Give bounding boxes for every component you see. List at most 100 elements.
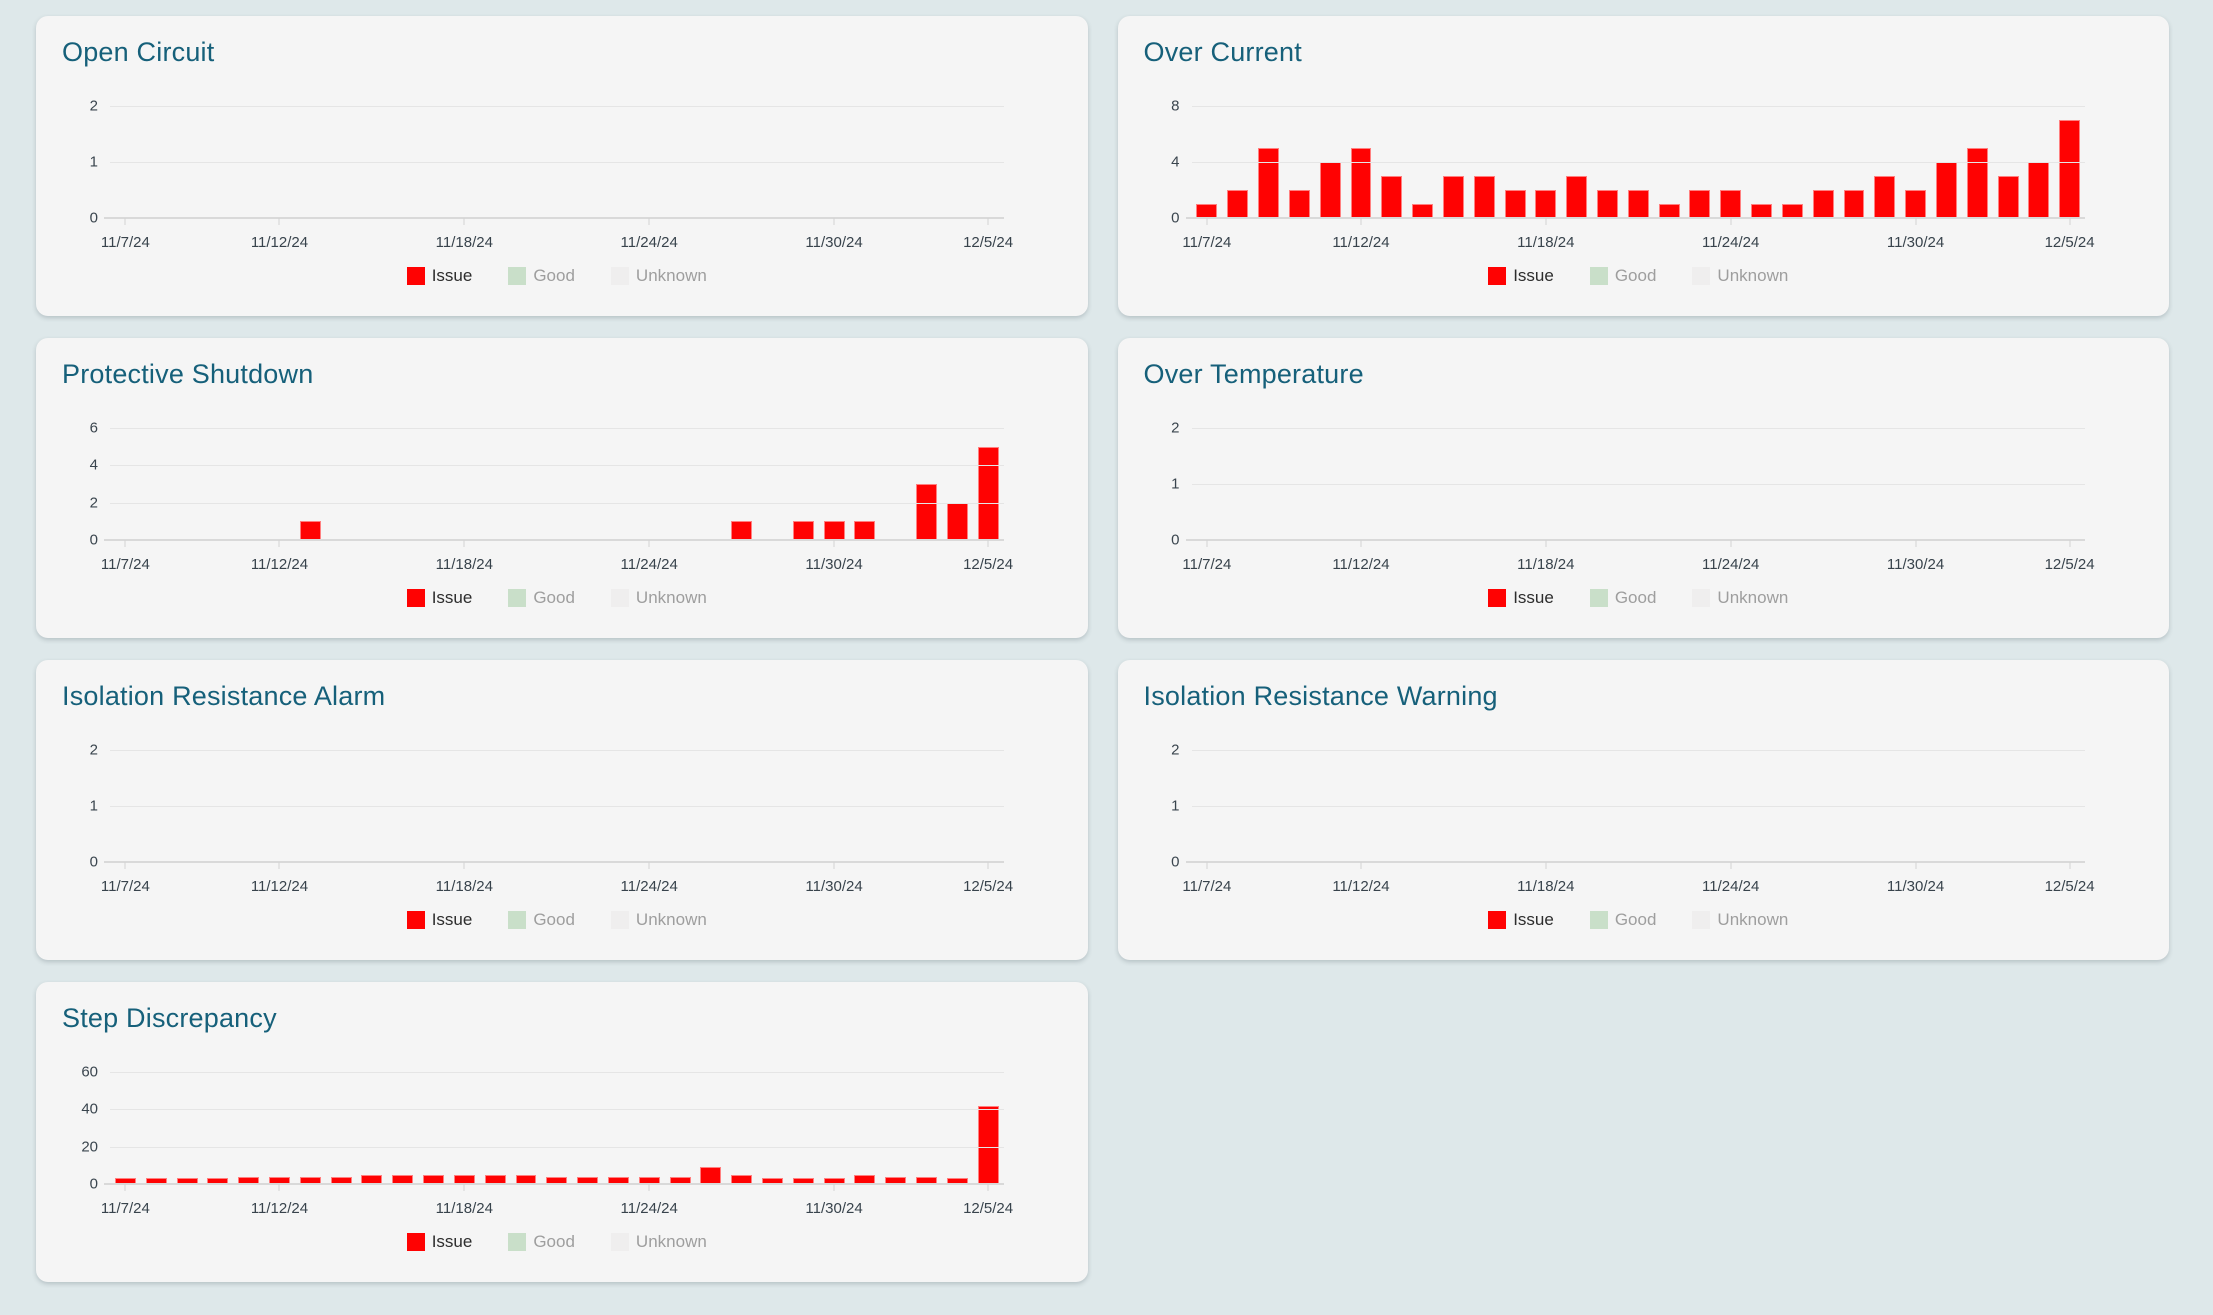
issue-bar[interactable] xyxy=(731,521,753,540)
legend-item-issue[interactable]: Issue xyxy=(406,266,472,286)
issue-bar[interactable] xyxy=(731,1174,753,1184)
issue-bar[interactable] xyxy=(1843,190,1865,218)
issue-bar[interactable] xyxy=(299,1176,321,1184)
legend-item-unknown[interactable]: Unknown xyxy=(1692,588,1788,608)
issue-bar[interactable] xyxy=(299,521,321,540)
issue-bar[interactable] xyxy=(207,1178,229,1184)
issue-bar[interactable] xyxy=(823,1178,845,1184)
issue-bar[interactable] xyxy=(823,521,845,540)
issue-bar[interactable] xyxy=(1535,190,1557,218)
issue-bar[interactable] xyxy=(330,1176,352,1184)
issue-bar[interactable] xyxy=(1566,176,1588,218)
issue-bar[interactable] xyxy=(453,1174,475,1184)
legend-item-good[interactable]: Good xyxy=(508,266,575,286)
legend-item-issue[interactable]: Issue xyxy=(1488,266,1554,286)
issue-bar[interactable] xyxy=(515,1174,537,1184)
issue-bar[interactable] xyxy=(1412,204,1434,218)
issue-bar[interactable] xyxy=(484,1174,506,1184)
x-tick-label: 11/18/24 xyxy=(435,556,493,573)
legend-item-issue[interactable]: Issue xyxy=(406,1232,472,1252)
issue-bar[interactable] xyxy=(854,1174,876,1184)
issue-bar[interactable] xyxy=(669,1176,691,1184)
x-tick-label: 11/24/24 xyxy=(620,1200,678,1217)
issue-bar[interactable] xyxy=(546,1176,568,1184)
legend-item-issue[interactable]: Issue xyxy=(1488,588,1554,608)
issue-bar[interactable] xyxy=(1997,176,2019,218)
legend-item-good[interactable]: Good xyxy=(508,910,575,930)
issue-bar[interactable] xyxy=(238,1176,260,1184)
issue-bar[interactable] xyxy=(762,1178,783,1184)
legend-item-good[interactable]: Good xyxy=(508,1232,575,1252)
issue-bar[interactable] xyxy=(977,446,999,540)
legend-item-unknown[interactable]: Unknown xyxy=(610,588,707,608)
chart-title: Isolation Resistance Alarm xyxy=(62,681,386,711)
bar-slot xyxy=(449,428,480,540)
bar-slot xyxy=(449,1072,480,1184)
issue-bar[interactable] xyxy=(1874,176,1896,218)
issue-bar[interactable] xyxy=(607,1176,629,1184)
issue-bar[interactable] xyxy=(916,1176,937,1184)
issue-bar[interactable] xyxy=(885,1176,907,1184)
legend-item-issue[interactable]: Issue xyxy=(406,588,472,608)
legend-item-unknown[interactable]: Unknown xyxy=(610,266,707,286)
legend-item-issue[interactable]: Issue xyxy=(1488,910,1554,930)
issue-bar[interactable] xyxy=(854,521,876,540)
bar-slot xyxy=(295,1072,326,1184)
issue-bar[interactable] xyxy=(145,1178,167,1184)
bar-slot xyxy=(603,1072,634,1184)
issue-bar[interactable] xyxy=(1627,190,1649,218)
issue-bar[interactable] xyxy=(1812,190,1834,218)
issue-bar[interactable] xyxy=(1288,190,1310,218)
legend-item-unknown[interactable]: Unknown xyxy=(610,910,707,930)
issue-bar[interactable] xyxy=(2059,120,2081,218)
bar-slot xyxy=(1253,106,1284,218)
issue-bar[interactable] xyxy=(700,1167,722,1184)
legend-item-good[interactable]: Good xyxy=(508,588,575,608)
issue-bar[interactable] xyxy=(1350,148,1372,218)
issue-bar[interactable] xyxy=(2028,162,2050,218)
issue-bar[interactable] xyxy=(1751,204,1772,218)
issue-bar[interactable] xyxy=(1381,176,1403,218)
issue-bar[interactable] xyxy=(1227,190,1249,218)
issue-bar[interactable] xyxy=(361,1174,383,1184)
legend-label: Issue xyxy=(431,910,473,929)
legend-item-unknown[interactable]: Unknown xyxy=(1692,266,1788,286)
issue-bar[interactable] xyxy=(1473,176,1495,218)
legend-item-good[interactable]: Good xyxy=(1589,588,1656,608)
issue-bar[interactable] xyxy=(1781,204,1803,218)
issue-bar[interactable] xyxy=(946,1178,968,1184)
issue-bar[interactable] xyxy=(1905,190,1927,218)
issue-bar[interactable] xyxy=(946,502,968,540)
issue-bar[interactable] xyxy=(792,521,814,540)
legend-item-unknown[interactable]: Unknown xyxy=(610,1232,707,1252)
issue-bar[interactable] xyxy=(916,484,937,540)
issue-bar[interactable] xyxy=(1442,176,1464,218)
issue-bar[interactable] xyxy=(1258,148,1279,218)
issue-bar[interactable] xyxy=(1689,190,1711,218)
issue-bar[interactable] xyxy=(1504,190,1526,218)
legend-item-good[interactable]: Good xyxy=(1589,910,1656,930)
legend-item-unknown[interactable]: Unknown xyxy=(1692,910,1788,930)
issue-bar[interactable] xyxy=(1935,162,1957,218)
issue-bar[interactable] xyxy=(176,1178,198,1184)
issue-bar[interactable] xyxy=(392,1174,414,1184)
issue-bar[interactable] xyxy=(1658,204,1680,218)
bar-slot xyxy=(511,1072,542,1184)
issue-bar[interactable] xyxy=(638,1176,660,1184)
issue-bar[interactable] xyxy=(1319,162,1341,218)
issue-bar[interactable] xyxy=(1720,190,1742,218)
legend-item-issue[interactable]: Issue xyxy=(406,910,473,930)
chart-card-open-circuit: Open Circuit 0 1 2 11/7/24 11/12/24 11/18/24… xyxy=(36,16,1088,316)
legend-item-good[interactable]: Good xyxy=(1589,266,1656,286)
issue-bar[interactable] xyxy=(1196,204,1218,218)
issue-bar[interactable] xyxy=(577,1176,599,1184)
issue-bar[interactable] xyxy=(792,1178,814,1184)
x-tick-mark xyxy=(987,540,989,547)
issue-bar[interactable] xyxy=(423,1174,444,1184)
issue-bar[interactable] xyxy=(269,1176,290,1184)
issue-bar[interactable] xyxy=(114,1178,136,1184)
issue-bar[interactable] xyxy=(977,1105,999,1184)
issue-bar[interactable] xyxy=(1597,190,1618,218)
issue-swatch-icon xyxy=(406,589,425,607)
issue-bar[interactable] xyxy=(1966,148,1988,218)
